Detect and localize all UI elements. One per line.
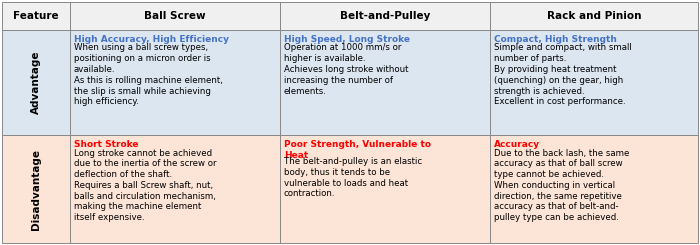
Text: Rack and Pinion: Rack and Pinion — [547, 11, 641, 21]
Text: High Speed, Long Stroke: High Speed, Long Stroke — [284, 35, 410, 44]
Text: High Accuracy, High Efficiency: High Accuracy, High Efficiency — [74, 35, 229, 44]
Text: Belt-and-Pulley: Belt-and-Pulley — [340, 11, 430, 21]
Text: Short Stroke: Short Stroke — [74, 140, 139, 149]
Bar — [280, 135, 490, 243]
Bar — [70, 135, 280, 243]
Bar — [490, 2, 698, 30]
Text: Poor Strength, Vulnerable to
Heat: Poor Strength, Vulnerable to Heat — [284, 140, 431, 160]
Bar — [2, 30, 70, 135]
Bar — [2, 2, 70, 30]
Text: Long stroke cannot be achieved
due to the inertia of the screw or
deflection of : Long stroke cannot be achieved due to th… — [74, 148, 216, 222]
Text: Due to the back lash, the same
accuracy as that of ball screw
type cannot be ach: Due to the back lash, the same accuracy … — [494, 148, 629, 222]
Text: Feature: Feature — [13, 11, 59, 21]
Bar — [280, 30, 490, 135]
Bar — [70, 30, 280, 135]
Text: Ball Screw: Ball Screw — [144, 11, 206, 21]
Text: Disadvantage: Disadvantage — [31, 148, 41, 230]
Text: Simple and compact, with small
number of parts.
By providing heat treatment
(que: Simple and compact, with small number of… — [494, 44, 631, 106]
Bar — [2, 135, 70, 243]
Text: The belt-and-pulley is an elastic
body, thus it tends to be
vulnerable to loads : The belt-and-pulley is an elastic body, … — [284, 157, 422, 198]
Text: When using a ball screw types,
positioning on a micron order is
available.
As th: When using a ball screw types, positioni… — [74, 44, 223, 106]
Bar — [490, 135, 698, 243]
Text: Accuracy: Accuracy — [494, 140, 540, 149]
Text: Compact, High Strength: Compact, High Strength — [494, 35, 617, 44]
Text: Advantage: Advantage — [31, 51, 41, 114]
Bar — [70, 2, 280, 30]
Text: Operation at 1000 mm/s or
higher is available.
Achieves long stroke without
incr: Operation at 1000 mm/s or higher is avai… — [284, 44, 409, 96]
Bar — [490, 30, 698, 135]
Bar — [280, 2, 490, 30]
